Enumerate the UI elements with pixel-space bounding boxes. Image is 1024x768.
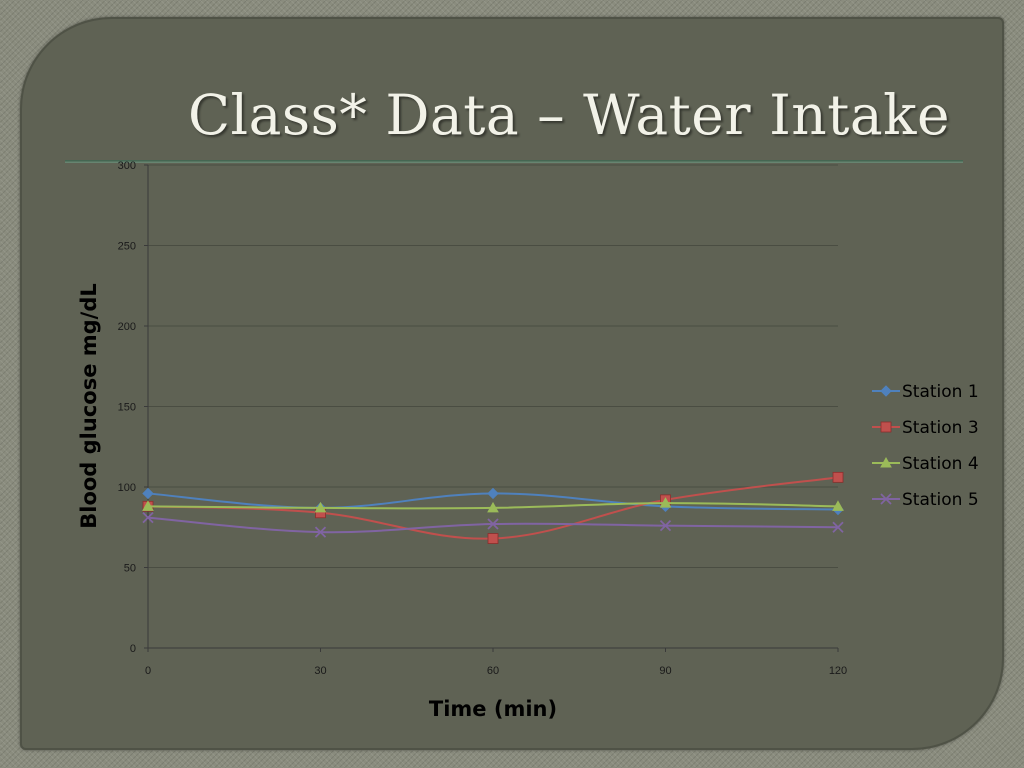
x-tick-label: 0 <box>145 665 151 677</box>
data-point-station-5 <box>142 511 154 524</box>
data-point-station-4 <box>832 500 844 511</box>
data-point-station-5 <box>832 521 844 533</box>
data-point-station-4 <box>314 501 327 513</box>
legend-item-station-4: Station 4 <box>872 454 979 474</box>
slide-title: Class* Data – Water Intake <box>187 83 950 147</box>
x-tick-label: 30 <box>314 665 326 677</box>
series-lines <box>142 471 844 544</box>
y-tick-labels: 0 50 100 150 200 250 300 <box>118 160 136 655</box>
series-station-4 <box>142 497 844 513</box>
x-axis-title: Time (min) <box>429 697 557 721</box>
series-station-5 <box>142 511 844 538</box>
y-tick-label: 100 <box>118 482 136 494</box>
data-point-station-1 <box>487 487 499 500</box>
legend-item-station-5: Station 5 <box>872 490 979 510</box>
y-axis-title: Blood glucose mg/dL <box>77 283 101 529</box>
slide-background <box>20 17 1004 750</box>
data-point-station-1 <box>142 487 154 500</box>
gridlines <box>144 164 839 652</box>
legend-label: Station 5 <box>902 490 979 510</box>
x-tick-labels: 0 30 60 90 120 <box>145 665 847 677</box>
axes <box>147 165 838 649</box>
y-tick-label: 200 <box>118 321 136 333</box>
x-tick-label: 120 <box>829 665 847 677</box>
data-point-station-3 <box>487 533 499 544</box>
data-point-station-5 <box>659 520 672 532</box>
legend-label: Station 1 <box>902 382 979 402</box>
data-point-station-4 <box>487 501 499 513</box>
x-tick-label: 90 <box>659 665 671 677</box>
data-point-station-5 <box>487 518 499 530</box>
legend-marker <box>880 493 892 505</box>
data-point-station-4 <box>659 497 672 508</box>
data-point-station-5 <box>314 526 327 538</box>
y-tick-label: 150 <box>118 402 136 414</box>
x-tick-label: 60 <box>487 665 499 677</box>
y-tick-label: 50 <box>124 563 136 575</box>
legend-marker <box>880 385 892 397</box>
legend-label: Station 3 <box>902 418 979 438</box>
legend-label: Station 4 <box>902 454 979 474</box>
data-point-station-3 <box>832 471 844 483</box>
y-tick-label: 0 <box>130 643 136 655</box>
legend-marker <box>880 456 892 468</box>
legend-marker <box>880 421 892 433</box>
legend: Station 1 Station 3 Station 4 Station 5 <box>872 382 979 510</box>
y-tick-label: 250 <box>118 241 136 253</box>
y-tick-label: 300 <box>118 160 136 172</box>
data-point-station-4 <box>142 500 154 511</box>
title-divider <box>65 160 963 163</box>
legend-item-station-3: Station 3 <box>872 418 979 438</box>
legend-item-station-1: Station 1 <box>872 382 979 402</box>
